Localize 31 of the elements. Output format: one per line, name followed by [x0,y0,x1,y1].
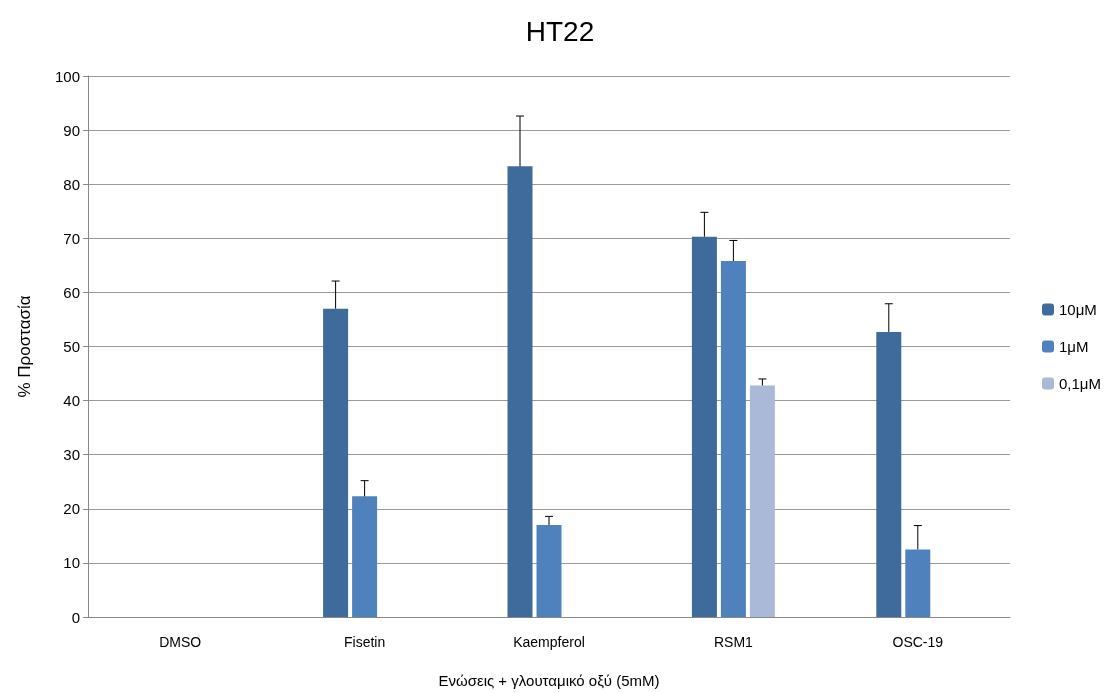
bar [352,496,378,617]
y-tick-label: 40 [63,392,80,410]
y-tick-label: 100 [54,67,80,85]
y-tick-label: 10 [63,554,80,572]
x-tick-label: Fisetin [343,634,386,650]
y-tick-label: 60 [63,283,80,301]
bar [536,525,562,617]
bar [507,166,533,617]
x-tick-label: Kaempferol [513,634,585,650]
bar [323,308,349,617]
y-tick-label: 70 [63,229,80,247]
x-tick-label: OSC-19 [892,634,944,650]
x-tick-label: DMSO [159,634,202,650]
y-tick-label: 20 [63,500,80,518]
y-axis-title: % Προστασία [15,295,34,398]
y-tick-label: 30 [63,446,80,464]
bar [720,261,746,617]
legend-label: 1μM [1059,338,1089,355]
x-tick-label: RSM1 [713,634,754,650]
x-axis-title: Ενώσεις + γλουταμικό οξύ (5mM) [438,672,660,689]
y-tick-label: 90 [63,121,80,139]
bar [749,385,775,617]
bar [876,331,902,617]
legend-label: 0,1μM [1059,375,1102,392]
legend-label: 10μM [1059,301,1097,318]
y-tick-label: 80 [63,175,80,193]
y-tick-label: 0 [71,608,80,626]
chart-title: HT22 [525,15,595,47]
bar [905,549,931,617]
y-tick-label: 50 [63,338,80,355]
bar [691,236,717,617]
